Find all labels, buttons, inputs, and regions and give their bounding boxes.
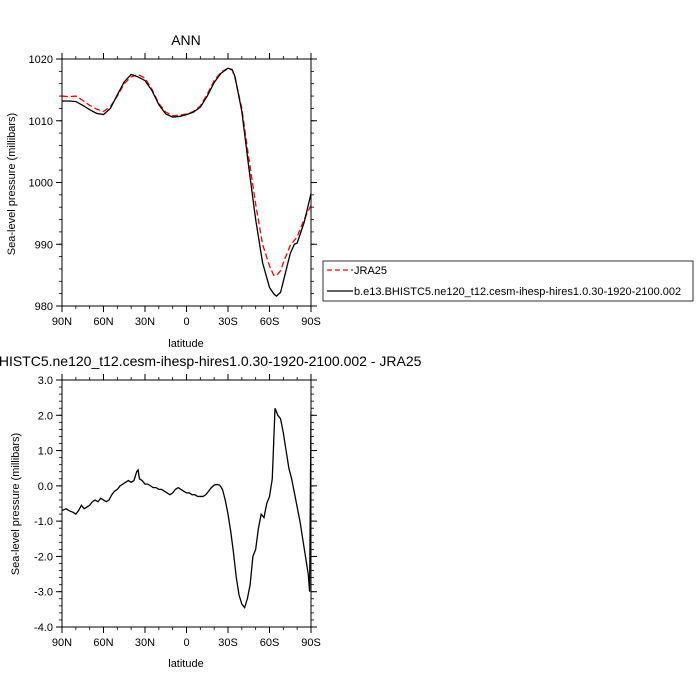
bottom-y-tick-label: 2.0	[38, 410, 53, 422]
bottom-x-axis-label: latitude	[168, 658, 203, 670]
bottom-y-tick-label: -4.0	[34, 622, 53, 634]
bottom-y-tick-label: 3.0	[38, 375, 53, 387]
top-x-tick-label: 90S	[301, 316, 321, 328]
bottom-x-tick-label: 90N	[52, 637, 72, 649]
top-x-tick-label: 60S	[260, 316, 280, 328]
top-x-tick-label: 30N	[135, 316, 155, 328]
bottom-x-tick-label: 60N	[93, 637, 113, 649]
top-y-tick-label: 990	[35, 239, 53, 251]
bottom-series-line-0	[62, 407, 311, 609]
top-y-tick-label: 1010	[29, 116, 53, 128]
legend-box	[322, 260, 694, 302]
bottom-x-tick-label: 30S	[218, 637, 238, 649]
bottom-y-tick-label: 0.0	[38, 481, 53, 493]
top-x-tick-label: 90N	[52, 316, 72, 328]
bottom-y-tick-label: -3.0	[34, 587, 53, 599]
top-series-line-0	[62, 67, 311, 277]
bottom-x-tick-label: 30N	[135, 637, 155, 649]
legend-label-jra25: JRA25	[354, 265, 387, 277]
top-y-tick-label: 1020	[29, 54, 53, 66]
top-axes-frame	[61, 58, 312, 307]
top-plot-area: 1020 1010 1000 990 980 90N 60N 30N 0 30S 60S 90S	[29, 53, 321, 328]
bottom-chart-title: b.e13.BHISTC5.ne120_t12.cesm-ihesp-hires…	[0, 353, 422, 369]
legend: JRA25 b.e13.BHISTC5.ne120_t12.cesm-ihesp…	[322, 260, 694, 302]
bottom-y-axis-label: Sea-level pressure (millibars)	[10, 433, 22, 575]
bottom-x-tick-label: 0	[183, 637, 189, 649]
legend-label-model: b.e13.BHISTC5.ne120_t12.cesm-ihesp-hires…	[354, 286, 681, 298]
top-chart-title: ANN	[171, 32, 201, 48]
bottom-y-tick-label: -1.0	[34, 516, 53, 528]
bottom-axes-frame	[61, 379, 312, 628]
top-y-tick-label: 1000	[29, 178, 53, 190]
top-y-tick-label: 980	[35, 301, 53, 313]
bottom-panel: b.e13.BHISTC5.ne120_t12.cesm-ihesp-hires…	[0, 353, 422, 670]
top-x-axis-label: latitude	[168, 338, 203, 350]
bottom-x-tick-label: 90S	[301, 637, 321, 649]
bottom-y-tick-label: 1.0	[38, 446, 53, 458]
top-panel: ANN 1020 1010 1000 990 980 90N 60N 30N 0 30S 60S 90…	[6, 32, 321, 350]
bottom-plot-area: 3.0 2.0 1.0 0.0 -1.0 -2.0 -3.0 -4.0 90N 60N 30N 0 30…	[34, 374, 321, 649]
top-series-line-1	[62, 67, 311, 297]
top-x-tick-label: 30S	[218, 316, 238, 328]
top-x-tick-label: 0	[183, 316, 189, 328]
bottom-y-tick-label: -2.0	[34, 551, 53, 563]
bottom-x-tick-label: 60S	[260, 637, 280, 649]
top-x-tick-label: 60N	[93, 316, 113, 328]
top-y-axis-label: Sea-level pressure (millibars)	[6, 113, 18, 255]
